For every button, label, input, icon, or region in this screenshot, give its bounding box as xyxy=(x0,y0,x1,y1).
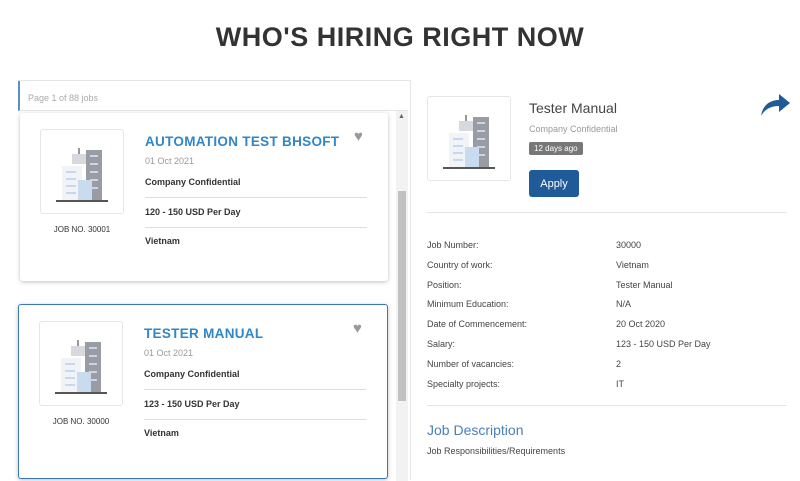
company-logo xyxy=(427,96,511,181)
job-country: Vietnam xyxy=(144,428,179,438)
divider xyxy=(145,227,367,228)
detail-label: Job Number: xyxy=(427,240,479,250)
job-date: 01 Oct 2021 xyxy=(144,348,194,358)
detail-label: Specialty projects: xyxy=(427,378,501,389)
detail-label: Salary: xyxy=(427,339,456,349)
detail-row: Country of work: Vietnam xyxy=(427,260,787,270)
detail-row: Minimum Education: N/A xyxy=(427,299,787,309)
job-title-link[interactable]: AUTOMATION TEST BHSOFT xyxy=(145,134,340,149)
scrollbar[interactable]: ▲ xyxy=(396,111,408,481)
job-salary: 123 - 150 USD Per Day xyxy=(144,399,240,409)
share-arrow-icon[interactable] xyxy=(759,92,791,118)
detail-label: Minimum Education: xyxy=(427,299,509,310)
posted-badge: 12 days ago xyxy=(529,142,583,155)
detail-value: 2 xyxy=(616,358,622,369)
job-date: 01 Oct 2021 xyxy=(145,156,195,166)
detail-row: Position: Tester Manual xyxy=(427,280,787,290)
job-number: JOB NO. 30000 xyxy=(52,417,110,426)
job-country: Vietnam xyxy=(145,236,180,246)
job-description-heading: Job Description xyxy=(427,422,524,438)
detail-value: Vietnam xyxy=(616,259,649,270)
company-logo xyxy=(40,129,124,214)
detail-row: Specialty projects: IT xyxy=(427,379,787,389)
detail-value: 123 - 150 USD Per Day xyxy=(616,339,711,349)
building-icon xyxy=(443,114,495,169)
detail-value: IT xyxy=(616,378,624,389)
job-card[interactable]: JOB NO. 30001 AUTOMATION TEST BHSOFT ♥ 0… xyxy=(20,113,388,281)
detail-row: Job Number: 30000 xyxy=(427,240,787,250)
detail-row: Date of Commencement: 20 Oct 2020 xyxy=(427,319,787,329)
job-description-subheading: Job Responsibilities/Requirements xyxy=(427,446,566,456)
job-card[interactable]: JOB NO. 30000 TESTER MANUAL ♥ 01 Oct 202… xyxy=(18,304,388,479)
pager-text: Page 1 of 88 jobs xyxy=(18,81,408,111)
detail-row: Number of vacancies: 2 xyxy=(427,359,787,369)
detail-value: 20 Oct 2020 xyxy=(616,319,666,330)
job-title-link[interactable]: TESTER MANUAL xyxy=(144,326,264,341)
detail-value: Tester Manual xyxy=(616,279,673,290)
scrollbar-thumb[interactable] xyxy=(398,191,406,401)
detail-value: N/A xyxy=(616,299,632,310)
scroll-up-icon[interactable]: ▲ xyxy=(398,113,405,120)
page-title: WHO'S HIRING RIGHT NOW xyxy=(215,22,585,52)
job-company: Company Confidential xyxy=(145,177,241,187)
detail-label: Date of Commencement: xyxy=(427,319,528,330)
divider xyxy=(145,197,367,198)
job-number: JOB NO. 30001 xyxy=(53,225,111,234)
detail-label: Number of vacancies: xyxy=(427,358,515,369)
job-salary: 120 - 150 USD Per Day xyxy=(145,207,241,217)
divider xyxy=(144,419,366,420)
detail-label: Position: xyxy=(427,279,462,290)
detail-title: Tester Manual xyxy=(529,100,617,116)
job-company: Company Confidential xyxy=(144,369,240,379)
building-icon xyxy=(56,147,108,202)
divider xyxy=(144,389,366,390)
detail-value: 30000 xyxy=(616,240,642,250)
divider xyxy=(427,212,787,213)
building-icon xyxy=(55,339,107,394)
apply-button[interactable]: Apply xyxy=(529,170,579,197)
divider xyxy=(427,405,787,406)
job-detail-panel: Tester Manual Company Confidential 12 da… xyxy=(410,80,800,480)
heart-icon[interactable]: ♥ xyxy=(353,320,362,337)
detail-row: Salary: 123 - 150 USD Per Day xyxy=(427,339,787,349)
job-list-panel: Page 1 of 88 jobs JOB NO. 30001 AUTOMATI… xyxy=(18,80,410,481)
detail-label: Country of work: xyxy=(427,259,493,270)
heart-icon[interactable]: ♥ xyxy=(354,128,363,145)
detail-company: Company Confidential xyxy=(529,124,618,134)
company-logo xyxy=(39,321,123,406)
